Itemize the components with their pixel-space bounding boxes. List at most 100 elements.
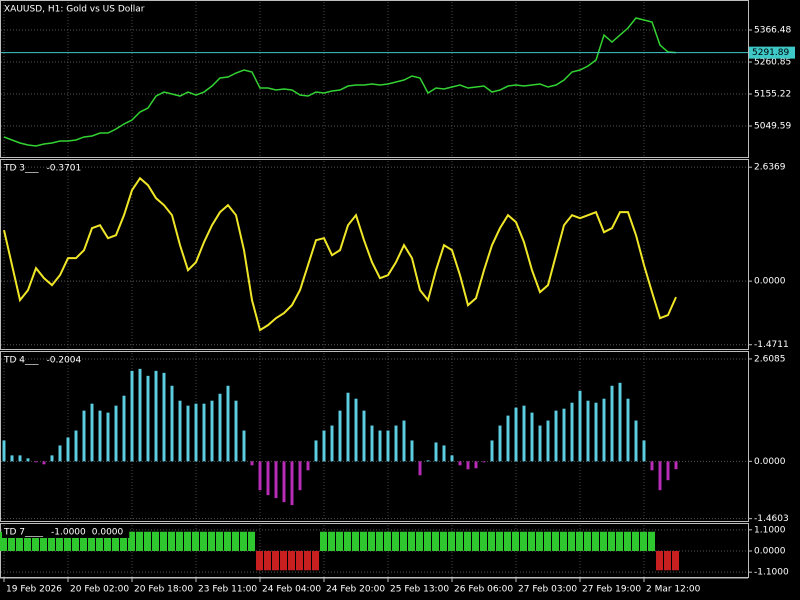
- signal-bar: [424, 531, 431, 551]
- histogram-bar: [514, 407, 518, 462]
- histogram-bar: [306, 461, 310, 471]
- y-tick-label: 5366.48: [754, 26, 791, 36]
- signal-bar: [176, 531, 183, 551]
- histogram-bar: [194, 403, 198, 462]
- x-tick-label: 24 Feb 20:00: [326, 585, 385, 595]
- histogram-bar: [402, 420, 406, 462]
- histogram-bar: [218, 393, 222, 462]
- histogram-bar: [562, 408, 566, 462]
- signal-bar: [40, 531, 47, 551]
- histogram-bar: [594, 402, 598, 462]
- pane-title-bg: [2, 526, 130, 538]
- histogram-bar: [586, 400, 590, 462]
- signal-bar: [248, 531, 255, 551]
- histogram-bar: [658, 461, 662, 491]
- y-tick-label: 2.6369: [754, 163, 786, 173]
- histogram-bar: [362, 410, 366, 462]
- signal-bar: [64, 531, 71, 551]
- x-tick-label: 24 Feb 04:00: [262, 585, 321, 595]
- histogram-bar: [42, 461, 46, 465]
- signal-bar: [408, 531, 415, 551]
- signal-bar: [240, 531, 247, 551]
- histogram-bar: [314, 440, 318, 462]
- signal-bar: [624, 531, 631, 551]
- series-line: [3, 17, 677, 147]
- pane-title: TD 3___: [3, 164, 39, 174]
- histogram-bar: [74, 430, 78, 462]
- histogram-bar: [178, 400, 182, 462]
- histogram-bar: [290, 461, 294, 506]
- signal-bar: [296, 551, 303, 571]
- histogram-bar: [530, 412, 534, 462]
- histogram-bar: [18, 455, 22, 462]
- histogram-bar: [130, 370, 134, 462]
- signal-bar: [352, 531, 359, 551]
- histogram-bar: [330, 425, 334, 462]
- signal-bar: [384, 531, 391, 551]
- y-tick-label: -1.4603: [754, 514, 789, 524]
- signal-bar: [600, 531, 607, 551]
- histogram-bar: [474, 461, 478, 469]
- signal-bar: [280, 551, 287, 571]
- histogram-bar: [122, 395, 126, 462]
- signal-bar: [184, 531, 191, 551]
- histogram-bar: [610, 385, 614, 462]
- histogram-bar: [266, 461, 270, 496]
- y-tick-label: 5155.22: [754, 90, 791, 100]
- signal-bar: [608, 531, 615, 551]
- histogram-bar: [82, 410, 86, 462]
- signal-bar: [192, 531, 199, 551]
- histogram-bar: [442, 445, 446, 462]
- signal-bar: [24, 531, 31, 551]
- series-line: [3, 176, 677, 332]
- histogram-bar: [282, 461, 286, 503]
- signal-bar: [328, 531, 335, 551]
- y-tick-label: 2.6085: [754, 354, 786, 364]
- signal-bar: [392, 531, 399, 551]
- histogram-bar: [298, 461, 302, 491]
- signal-bar: [128, 531, 135, 551]
- signal-bar: [440, 531, 447, 551]
- histogram-bar: [50, 455, 54, 462]
- signal-bar: [536, 531, 543, 551]
- signal-bar: [168, 531, 175, 551]
- histogram-bar: [650, 461, 654, 471]
- pane-title: XAUUSD, H1: Gold vs US Dollar: [4, 5, 145, 15]
- signal-bar: [512, 531, 519, 551]
- histogram-bar: [258, 461, 262, 491]
- histogram-bar: [386, 430, 390, 462]
- signal-bar: [584, 531, 591, 551]
- pane-title: TD 4___: [3, 356, 39, 366]
- signal-bar: [432, 531, 439, 551]
- pane-frame: [0, 0, 749, 158]
- signal-bar: [256, 551, 263, 571]
- y-tick-label: 1.1000: [754, 525, 786, 535]
- histogram-bar: [466, 461, 470, 470]
- histogram-bar: [234, 400, 238, 462]
- histogram-bar: [666, 461, 670, 481]
- signal-bar: [304, 551, 311, 571]
- signal-bar: [480, 531, 487, 551]
- histogram-bar: [2, 440, 6, 462]
- histogram-bar: [354, 398, 358, 462]
- signal-bar: [104, 531, 111, 551]
- histogram-bar: [394, 425, 398, 462]
- histogram-bar: [458, 461, 462, 466]
- signal-bar: [592, 531, 599, 551]
- histogram-bar: [26, 458, 30, 462]
- signal-bar: [80, 531, 87, 551]
- signal-bar: [56, 531, 63, 551]
- histogram-bar: [242, 430, 246, 462]
- signal-bar: [488, 531, 495, 551]
- signal-bar: [528, 531, 535, 551]
- signal-bar: [400, 531, 407, 551]
- pane-value: -0.2004: [47, 356, 82, 366]
- signal-bar: [344, 531, 351, 551]
- pane-value: 0.0000: [92, 528, 124, 538]
- y-tick-label: 5260.85: [754, 58, 791, 68]
- last-price-box: [749, 46, 795, 59]
- x-tick-label: 2 Mar 12:00: [646, 585, 701, 595]
- histogram-bar: [434, 442, 438, 462]
- signal-bar: [672, 551, 679, 571]
